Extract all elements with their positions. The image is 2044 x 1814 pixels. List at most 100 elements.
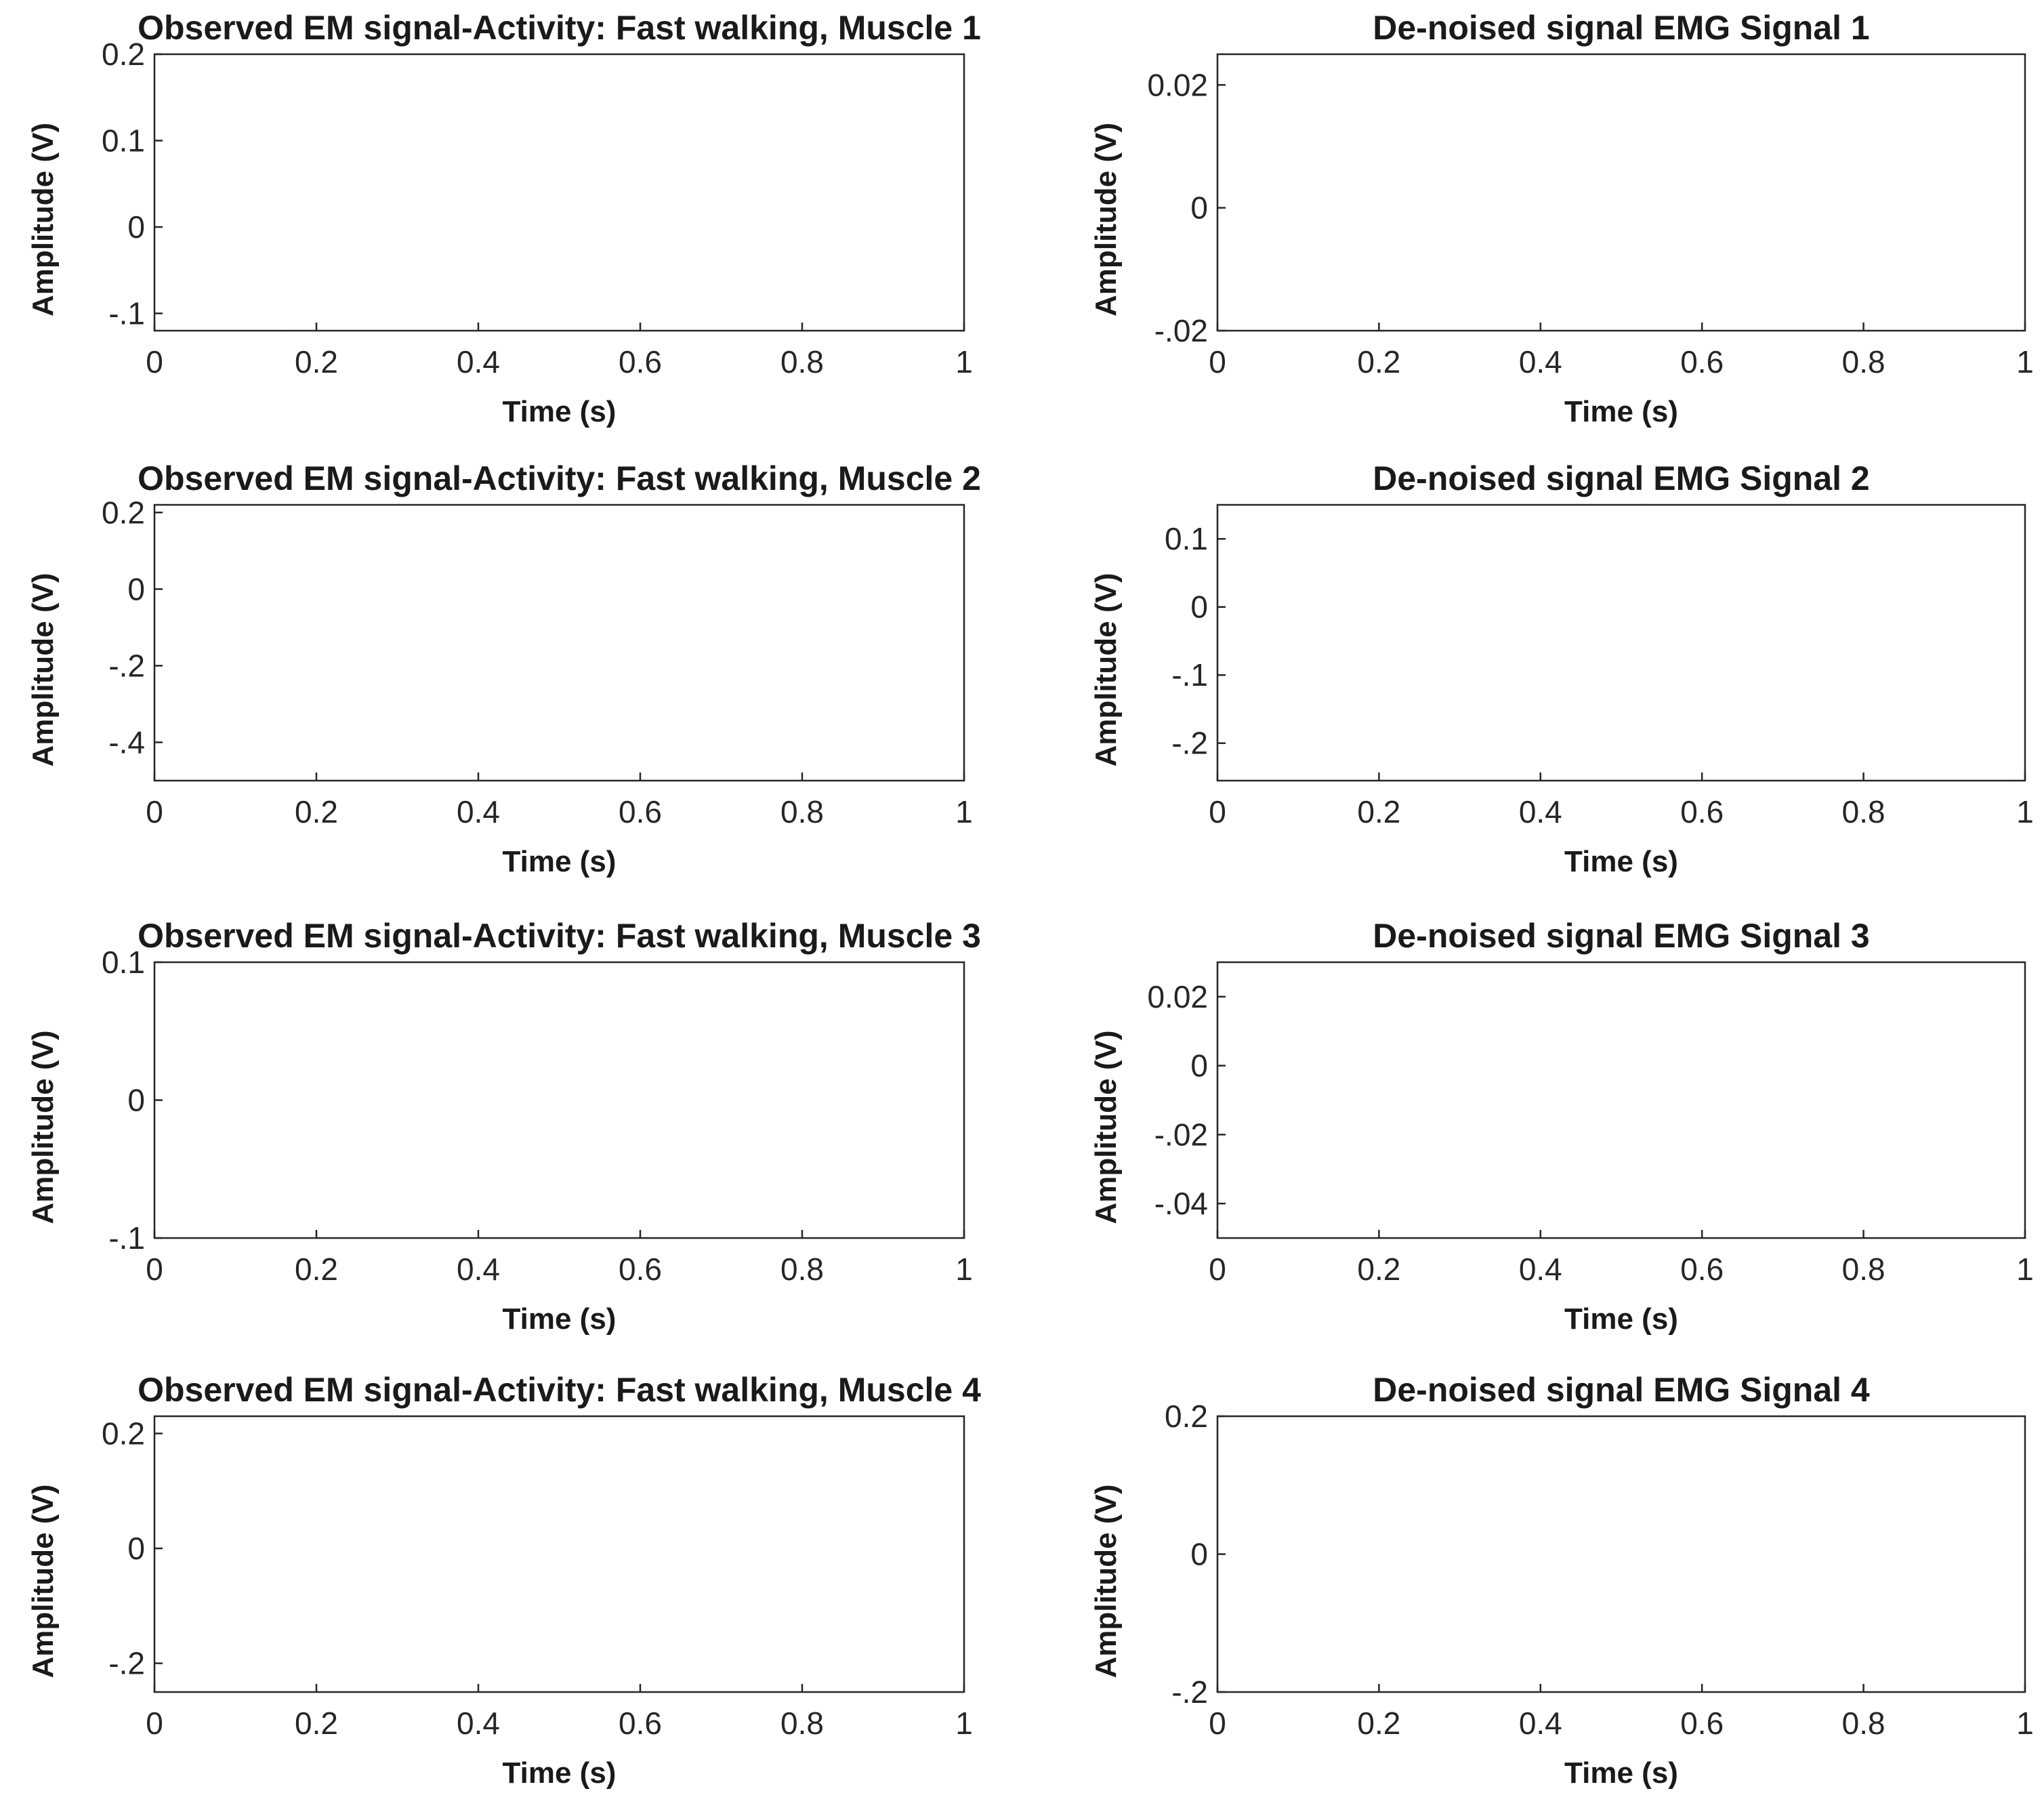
x-tick-label: 1 <box>2016 344 2034 379</box>
y-tick-label: -.1 <box>108 296 145 331</box>
y-axis-label: Amplitude (V) <box>26 123 60 316</box>
subplot-title: De-noised signal EMG Signal 1 <box>1373 9 1869 47</box>
subplot-8: 0 0.2 0.4 0.6 0.8 1-.200.2De-noised signal EM… <box>1089 1371 2034 1790</box>
x-tick-label: 0.4 <box>1519 344 1562 379</box>
x-tick-label: 0 <box>1209 794 1226 829</box>
x-tick-label: 0.8 <box>1842 1252 1885 1287</box>
x-axis-label: Time (s) <box>503 845 617 878</box>
subplot-4: 0 0.2 0.4 0.6 0.8 1 -.2 -.1 0 0.1 De-noised signal… <box>1089 459 2034 878</box>
x-tick-label: 0.4 <box>457 1706 500 1741</box>
y-tick-label: 0 <box>127 209 145 245</box>
x-tick-label: 0.8 <box>780 1252 824 1287</box>
y-tick-label: 0.02 <box>1147 67 1208 102</box>
y-tick-label: 0.2 <box>102 495 145 530</box>
x-tick-label: 0.6 <box>619 794 662 829</box>
y-tick-label: -.02 <box>1154 1117 1208 1152</box>
y-tick-label: -.2 <box>1171 1674 1208 1710</box>
y-tick-label: 0 <box>127 1083 145 1118</box>
axes-frame <box>153 1415 965 1693</box>
x-tick-label: 1 <box>2016 794 2034 829</box>
x-tick-label: 0.2 <box>1357 1252 1400 1287</box>
y-tick-label: 0 <box>127 571 145 606</box>
y-tick-label: -.2 <box>1171 726 1208 761</box>
y-tick-label: 0 <box>1190 1048 1208 1084</box>
x-axis-label: Time (s) <box>503 1302 617 1336</box>
y-tick-label: 0.2 <box>102 1416 145 1451</box>
subplot-title: Observed EM signal-Activity: Fast walkin… <box>138 917 981 955</box>
y-axis-label: Amplitude (V) <box>1089 1031 1123 1224</box>
x-tick-label: 0.2 <box>1357 794 1400 829</box>
x-tick-label: 0.4 <box>457 794 500 829</box>
x-tick-label: 1 <box>955 1706 973 1741</box>
x-tick-label: 0.2 <box>295 1706 338 1741</box>
x-tick-label: 1 <box>955 1252 973 1287</box>
x-tick-label: 0.6 <box>1680 794 1724 829</box>
y-tick-label: 0.1 <box>102 945 145 980</box>
x-tick-label: 0.4 <box>457 344 500 379</box>
y-tick-label: 0 <box>127 1531 145 1566</box>
x-axis-label: Time (s) <box>1564 395 1678 428</box>
x-tick-label: 1 <box>955 794 973 829</box>
y-axis-label: Amplitude (V) <box>1089 573 1123 767</box>
x-tick-label: 0.8 <box>1842 1706 1885 1741</box>
axes-frame <box>1216 961 2026 1239</box>
x-tick-label: 0.2 <box>1357 344 1400 379</box>
y-tick-label: 0 <box>1190 190 1208 226</box>
y-tick-label: 0.02 <box>1147 979 1208 1014</box>
subplot-title: Observed EM signal-Activity: Fast walkin… <box>138 459 981 497</box>
y-tick-label: 0.1 <box>102 123 145 159</box>
x-tick-label: 0.6 <box>619 344 662 379</box>
x-axis-label: Time (s) <box>1564 845 1678 878</box>
axes-frame <box>153 961 965 1239</box>
x-tick-label: 0 <box>146 1252 163 1287</box>
y-axis-label: Amplitude (V) <box>1089 123 1123 316</box>
x-tick-label: 1 <box>2016 1706 2034 1741</box>
x-tick-label: 0.4 <box>457 1252 500 1287</box>
x-tick-label: 0.2 <box>295 794 338 829</box>
subplot-title: Observed EM signal-Activity: Fast walkin… <box>138 1371 981 1409</box>
axes-frame <box>153 503 965 782</box>
y-tick-label: 0.1 <box>1165 521 1208 556</box>
x-tick-label: 0.6 <box>619 1252 662 1287</box>
y-axis-label: Amplitude (V) <box>26 573 60 767</box>
x-tick-label: 0.6 <box>1680 1252 1724 1287</box>
y-axis-label: Amplitude (V) <box>26 1031 60 1224</box>
x-tick-label: 0.6 <box>1680 1706 1724 1741</box>
y-axis-label: Amplitude (V) <box>26 1485 60 1678</box>
x-axis-label: Time (s) <box>503 395 617 428</box>
x-tick-label: 0.4 <box>1519 1706 1562 1741</box>
x-tick-label: 0 <box>146 344 163 379</box>
subplot-title: De-noised signal EMG Signal 2 <box>1373 459 1869 497</box>
x-tick-label: 1 <box>955 344 973 379</box>
x-axis-label: Time (s) <box>503 1756 617 1790</box>
x-tick-label: 0.4 <box>1519 1252 1562 1287</box>
x-tick-label: 0.8 <box>780 794 824 829</box>
axes-frame <box>1216 503 2026 782</box>
y-tick-label: 0 <box>1190 590 1208 625</box>
y-tick-label: -.1 <box>1171 657 1208 693</box>
x-tick-label: 0.2 <box>295 344 338 379</box>
subplot-6: 0 0.2 0.4 0.6 0.8 1 -.04 -.02 0 0.02 De-noised sig… <box>1089 917 2034 1336</box>
x-tick-label: 0.6 <box>619 1706 662 1741</box>
y-tick-label: 0 <box>1190 1537 1208 1572</box>
x-tick-label: 0.8 <box>780 344 824 379</box>
y-tick-label: 0.2 <box>1165 1399 1208 1434</box>
subplot-title: De-noised signal EMG Signal 4 <box>1373 1371 1870 1409</box>
y-tick-label: 0.2 <box>102 37 145 72</box>
y-axis-label: Amplitude (V) <box>1089 1485 1123 1678</box>
x-axis-label: Time (s) <box>1564 1756 1678 1790</box>
x-tick-label: 0 <box>146 794 163 829</box>
x-tick-label: 0 <box>146 1706 163 1741</box>
x-tick-label: 1 <box>2016 1252 2034 1287</box>
x-tick-label: 0.8 <box>1842 344 1885 379</box>
x-axis-label: Time (s) <box>1564 1302 1678 1336</box>
x-tick-label: 0.8 <box>1842 794 1885 829</box>
y-tick-label: -.2 <box>108 1646 145 1681</box>
y-tick-label: -.1 <box>108 1220 145 1256</box>
y-tick-label: -.2 <box>108 648 145 683</box>
